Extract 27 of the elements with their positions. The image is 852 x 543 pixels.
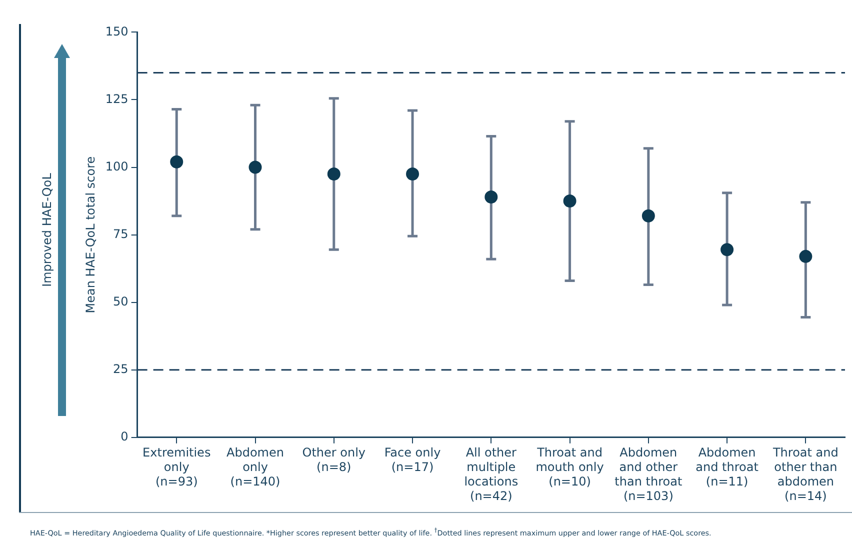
x-tick-label: Throat and other than abdomen (n=14) bbox=[772, 446, 838, 503]
point bbox=[484, 190, 498, 204]
point bbox=[799, 250, 812, 263]
x-tick-label: Extremities only (n=93) bbox=[142, 446, 211, 489]
x-tick-label: Abdomen and other than throat (n=103) bbox=[614, 446, 682, 503]
point bbox=[248, 160, 262, 174]
point bbox=[720, 243, 734, 256]
y-tick-label: 50 bbox=[113, 294, 128, 308]
point bbox=[563, 194, 576, 208]
x-tick-label: Abdomen only (n=140) bbox=[226, 446, 284, 489]
y-tick-label: 150 bbox=[105, 24, 128, 38]
point bbox=[327, 168, 340, 181]
text: Improved HAE-QoL bbox=[40, 173, 54, 287]
x-tick-label: Other only (n=8) bbox=[302, 446, 366, 474]
x-tick-label: Face only (n=17) bbox=[384, 446, 441, 474]
y-tick-label: 125 bbox=[105, 92, 128, 106]
point bbox=[170, 155, 184, 168]
y-tick-label: 0 bbox=[120, 430, 128, 444]
point bbox=[406, 168, 420, 181]
x-tick-label: Abdomen and throat (n=11) bbox=[696, 446, 759, 489]
point bbox=[642, 209, 655, 222]
y-tick-label: 75 bbox=[113, 226, 128, 241]
y-tick-label: 25 bbox=[113, 362, 128, 376]
x-tick-label: Throat and mouth only (n=10) bbox=[536, 446, 604, 489]
y-tick-label: 100 bbox=[105, 159, 128, 174]
x-tick-label: All other multiple locations (n=42) bbox=[464, 446, 518, 503]
y-axis-title: Mean HAE-QoL total score bbox=[83, 156, 98, 314]
